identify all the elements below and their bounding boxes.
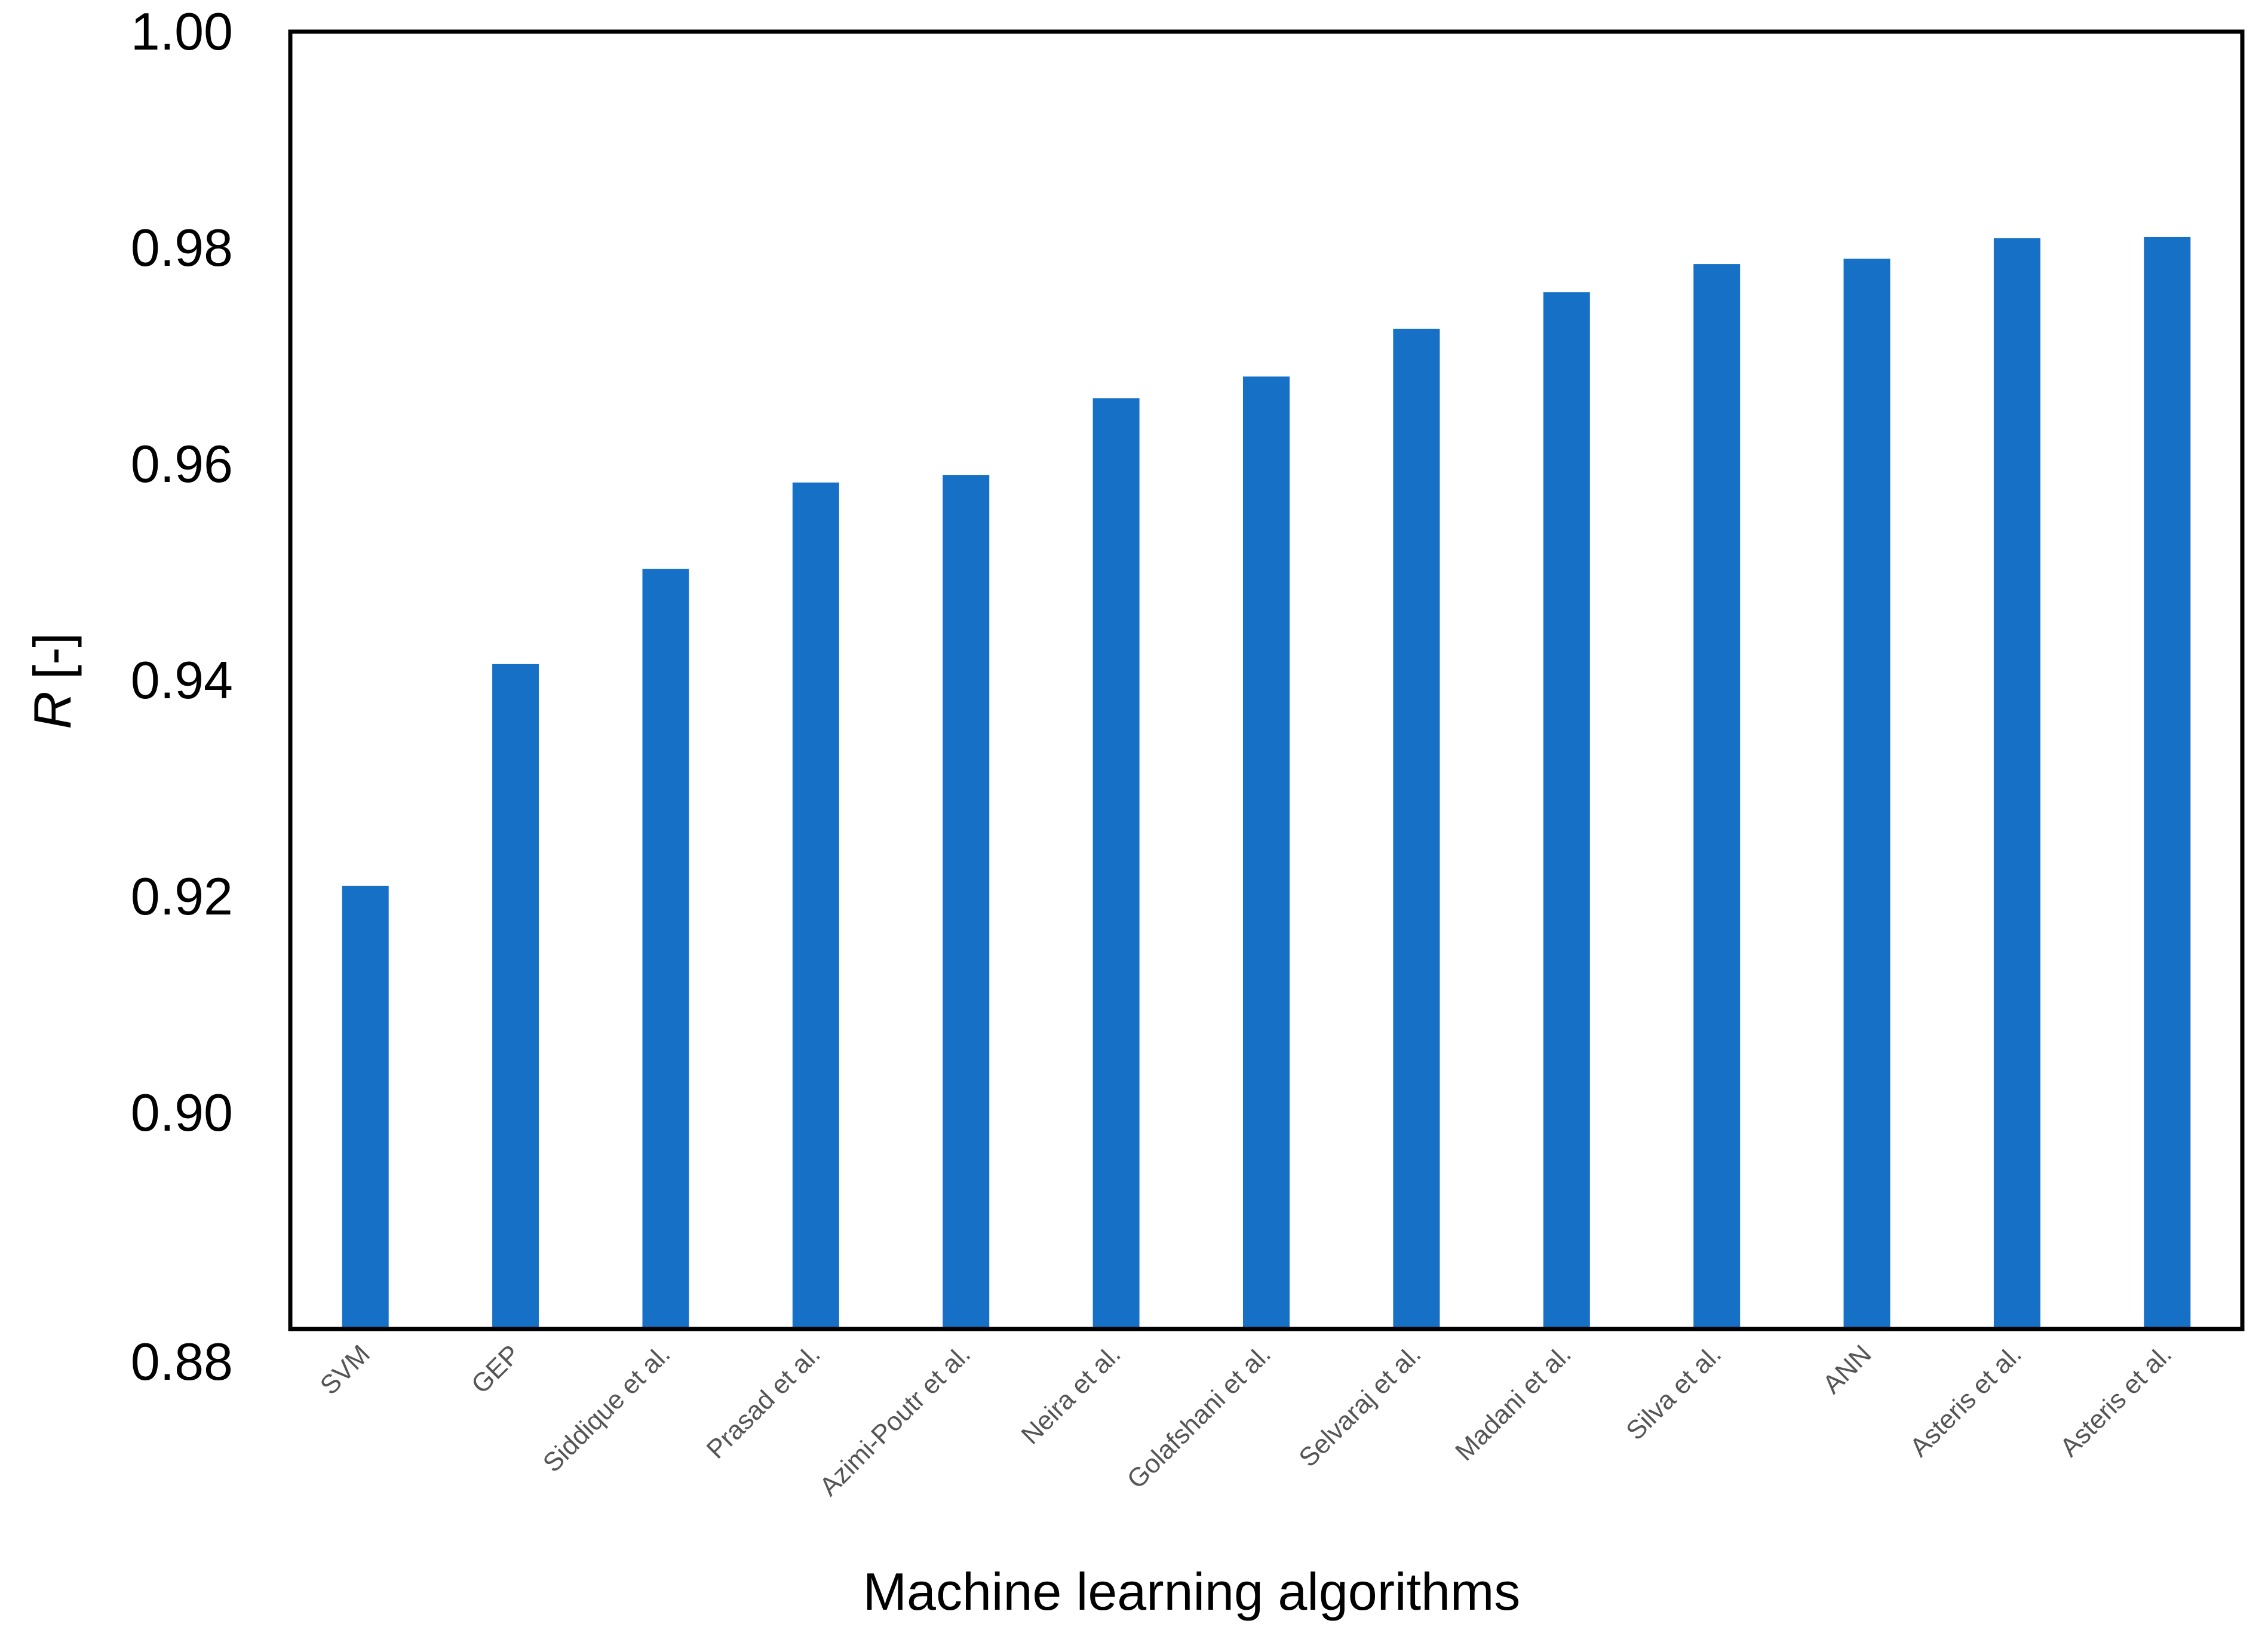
bar-3 [792, 482, 839, 1329]
bar-2 [642, 569, 689, 1329]
y-tick-label: 0.88 [131, 1332, 233, 1391]
bar-4 [943, 475, 990, 1329]
y-tick-label: 0.90 [131, 1083, 233, 1142]
y-axis-unit: [-] [23, 633, 82, 679]
bars-group [342, 237, 2191, 1330]
bar-1 [492, 664, 539, 1329]
bar-12 [2144, 237, 2191, 1329]
bar-10 [1843, 259, 1890, 1330]
y-tick-label: 0.92 [131, 867, 233, 926]
plot-frame [288, 29, 2245, 1331]
y-tick-label: 0.98 [131, 218, 233, 277]
bar-11 [1993, 238, 2040, 1330]
x-axis-title: Machine learning algorithms [863, 1562, 1521, 1621]
bar-7 [1393, 329, 1440, 1330]
y-tick-label: 0.96 [131, 434, 233, 493]
y-axis-title: R [-] [23, 633, 82, 729]
y-axis-symbol: R [23, 691, 82, 729]
bar-8 [1543, 292, 1590, 1330]
bar-5 [1092, 398, 1140, 1329]
y-tick-label: 1.00 [131, 2, 233, 61]
bar-9 [1693, 264, 1741, 1330]
y-tick-label: 0.94 [131, 650, 233, 710]
y-tick-labels: 0.88 0.90 0.92 0.94 0.96 0.98 1.00 [131, 2, 233, 1391]
bar-0 [342, 885, 389, 1329]
bar-6 [1243, 376, 1290, 1329]
